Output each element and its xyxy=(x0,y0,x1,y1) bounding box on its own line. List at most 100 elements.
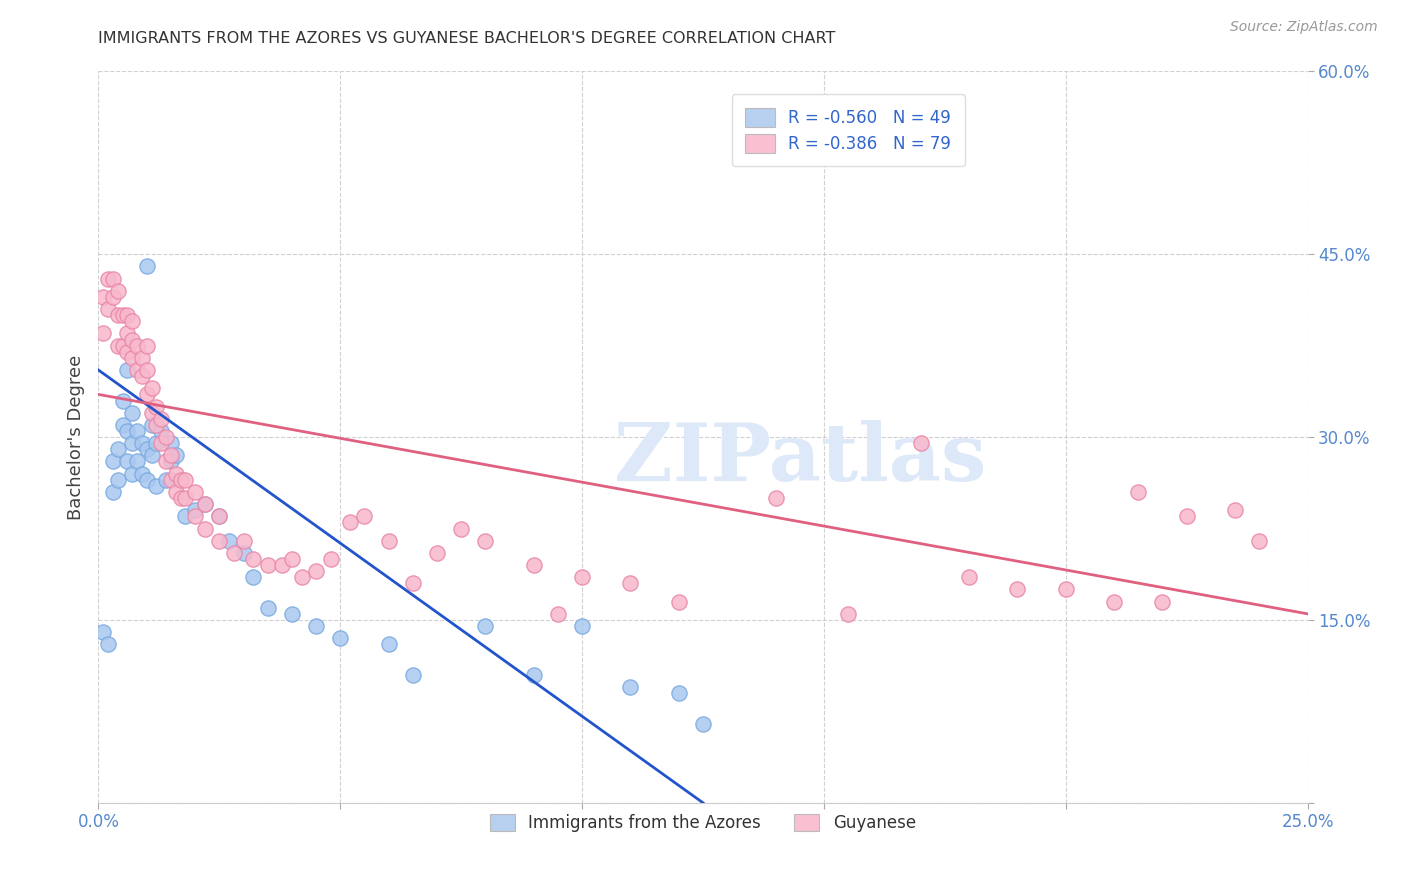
Point xyxy=(117,308,139,322)
Point xyxy=(121,333,143,347)
Point xyxy=(107,442,129,457)
Point xyxy=(184,485,207,500)
Point xyxy=(117,344,139,359)
Point xyxy=(339,516,361,530)
Point xyxy=(111,393,134,408)
Text: ZIPatlas: ZIPatlas xyxy=(613,420,986,498)
Text: Source: ZipAtlas.com: Source: ZipAtlas.com xyxy=(1230,20,1378,34)
Point xyxy=(1102,594,1125,608)
Point xyxy=(111,417,134,432)
Point xyxy=(127,424,149,438)
Point xyxy=(117,454,139,468)
Point xyxy=(141,448,163,462)
Point xyxy=(165,485,187,500)
Point xyxy=(242,570,264,584)
Point xyxy=(160,436,183,450)
Point xyxy=(208,509,231,524)
Point xyxy=(121,351,143,365)
Point xyxy=(127,454,149,468)
Point xyxy=(121,406,143,420)
Point xyxy=(160,473,183,487)
Point xyxy=(319,552,342,566)
Point xyxy=(135,260,157,274)
Point xyxy=(281,552,304,566)
Point xyxy=(450,521,472,535)
Point xyxy=(1175,509,1198,524)
Point xyxy=(135,473,157,487)
Point xyxy=(668,594,690,608)
Point xyxy=(141,406,163,420)
Point xyxy=(117,424,139,438)
Point xyxy=(547,607,569,621)
Point xyxy=(571,619,593,633)
Point xyxy=(353,509,375,524)
Point xyxy=(256,558,278,573)
Point xyxy=(174,509,197,524)
Point xyxy=(1152,594,1174,608)
Point xyxy=(97,301,120,317)
Point xyxy=(165,467,187,481)
Point xyxy=(127,363,149,377)
Point xyxy=(160,454,183,468)
Point xyxy=(101,290,124,304)
Point xyxy=(619,576,641,591)
Point xyxy=(1223,503,1246,517)
Point xyxy=(194,497,217,511)
Point xyxy=(111,308,134,322)
Point xyxy=(232,533,254,548)
Point xyxy=(107,308,129,322)
Legend: Immigrants from the Azores, Guyanese: Immigrants from the Azores, Guyanese xyxy=(477,801,929,846)
Point xyxy=(377,533,399,548)
Point xyxy=(150,412,173,426)
Point xyxy=(1054,582,1077,597)
Point xyxy=(165,448,187,462)
Point xyxy=(619,680,641,694)
Point xyxy=(160,448,183,462)
Point xyxy=(141,381,163,395)
Point xyxy=(377,637,399,651)
Point xyxy=(150,424,173,438)
Point xyxy=(194,521,217,535)
Point xyxy=(271,558,294,573)
Text: IMMIGRANTS FROM THE AZORES VS GUYANESE BACHELOR'S DEGREE CORRELATION CHART: IMMIGRANTS FROM THE AZORES VS GUYANESE B… xyxy=(98,31,835,46)
Point xyxy=(169,473,191,487)
Point xyxy=(135,363,157,377)
Point xyxy=(121,314,143,328)
Point xyxy=(256,600,278,615)
Point xyxy=(910,436,932,450)
Point xyxy=(117,326,139,341)
Point xyxy=(145,417,167,432)
Point xyxy=(290,570,312,584)
Point xyxy=(174,473,197,487)
Point xyxy=(305,564,328,578)
Point xyxy=(135,338,157,352)
Point xyxy=(107,338,129,352)
Point xyxy=(523,667,546,681)
Point xyxy=(131,369,153,384)
Point xyxy=(91,625,114,640)
Point xyxy=(668,686,690,700)
Point xyxy=(208,509,231,524)
Point xyxy=(145,400,167,414)
Point xyxy=(117,363,139,377)
Point xyxy=(131,436,153,450)
Point xyxy=(242,552,264,566)
Point xyxy=(155,430,177,444)
Point xyxy=(131,467,153,481)
Point xyxy=(121,467,143,481)
Point xyxy=(169,491,191,505)
Point xyxy=(208,533,231,548)
Point xyxy=(474,619,496,633)
Point xyxy=(97,637,120,651)
Point xyxy=(1128,485,1150,500)
Point xyxy=(222,546,245,560)
Point xyxy=(91,290,114,304)
Point xyxy=(232,546,254,560)
Point xyxy=(135,387,157,401)
Point xyxy=(194,497,217,511)
Point xyxy=(150,436,173,450)
Point xyxy=(184,509,207,524)
Point xyxy=(571,570,593,584)
Point xyxy=(107,473,129,487)
Point xyxy=(837,607,859,621)
